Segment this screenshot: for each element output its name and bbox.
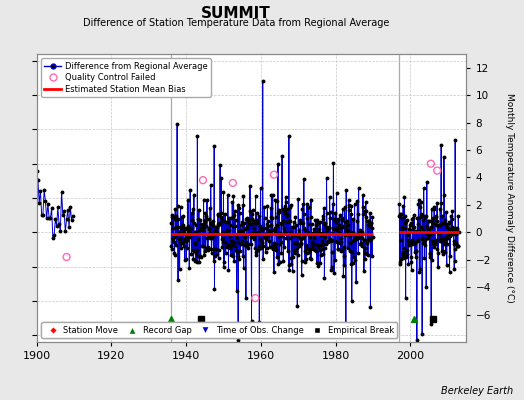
Point: [433, 167, 441, 174]
Point: [427, 160, 435, 167]
Text: Difference of Station Temperature Data from Regional Average: Difference of Station Temperature Data f…: [83, 18, 389, 28]
Y-axis label: Monthly Temperature Anomaly Difference (°C): Monthly Temperature Anomaly Difference (…: [505, 93, 514, 303]
Point: [251, 295, 259, 301]
Point: [62, 254, 71, 260]
Text: SUMMIT: SUMMIT: [201, 6, 271, 21]
Point: [270, 172, 278, 178]
Point: [199, 177, 207, 183]
Text: Berkeley Earth: Berkeley Earth: [441, 386, 514, 396]
Point: [228, 180, 237, 186]
Legend: Station Move, Record Gap, Time of Obs. Change, Empirical Break: Station Move, Record Gap, Time of Obs. C…: [41, 322, 397, 338]
